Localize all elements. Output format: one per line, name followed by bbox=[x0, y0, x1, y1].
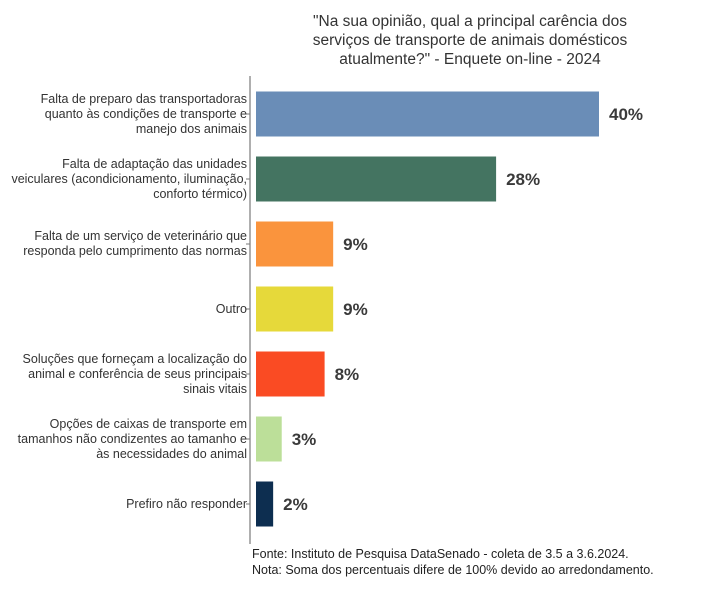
value-label-4: 9% bbox=[343, 300, 368, 319]
source-text: Fonte: Instituto de Pesquisa DataSenado … bbox=[252, 547, 629, 561]
source-note: Fonte: Instituto de Pesquisa DataSenado … bbox=[252, 546, 654, 578]
category-label-5: Soluções que forneçam a localização do a… bbox=[22, 351, 247, 396]
bar-1 bbox=[256, 91, 599, 137]
category-label-2: Falta de adaptação das unidades veicular… bbox=[11, 156, 247, 201]
chart-title: "Na sua opinião, qual a principal carênc… bbox=[312, 13, 628, 68]
bar-6 bbox=[256, 416, 282, 462]
category-label-3: Falta de um serviço de veterinário que r… bbox=[23, 229, 247, 258]
value-label-7: 2% bbox=[283, 495, 308, 514]
bar-3 bbox=[256, 221, 334, 267]
value-label-3: 9% bbox=[343, 235, 368, 254]
value-label-6: 3% bbox=[292, 430, 317, 449]
category-label-7: Prefiro não responder bbox=[126, 496, 247, 511]
bar-4 bbox=[256, 286, 334, 332]
category-label-6: Opções de caixas de transporte em tamanh… bbox=[17, 416, 247, 461]
category-label-4: Outro bbox=[215, 301, 247, 316]
value-label-1: 40% bbox=[609, 105, 643, 124]
value-label-2: 28% bbox=[506, 170, 540, 189]
bar-7 bbox=[256, 481, 274, 527]
note-text: Nota: Soma dos percentuais difere de 100… bbox=[252, 563, 654, 577]
category-label-1: Falta de preparo das transportadoras qua… bbox=[40, 91, 247, 136]
value-label-5: 8% bbox=[335, 365, 360, 384]
bar-2 bbox=[256, 156, 497, 202]
bar-5 bbox=[256, 351, 325, 397]
